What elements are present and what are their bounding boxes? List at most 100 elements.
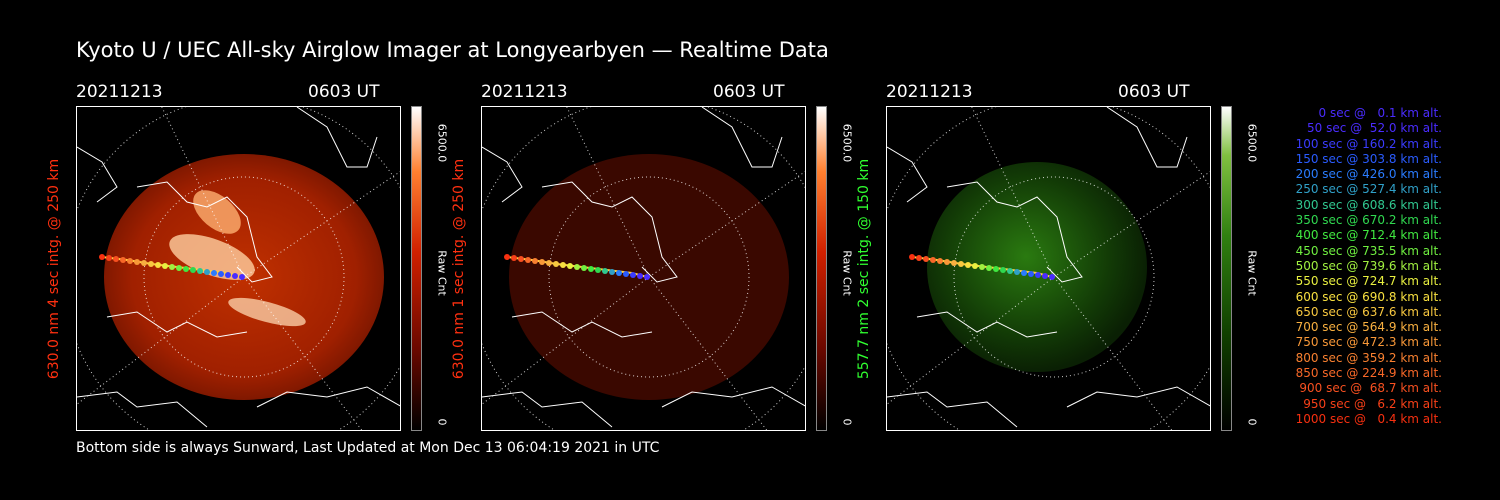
trajectory-marker [211, 270, 217, 276]
legend-row: 250 sec @ 527.4 km alt. [1295, 182, 1442, 197]
colorbar-max: 6500.0 [840, 123, 854, 163]
trajectory-marker [546, 260, 552, 266]
trajectory-marker [609, 269, 615, 275]
trajectory-marker [99, 254, 105, 260]
colorbar [411, 106, 422, 431]
legend-row: 550 sec @ 724.7 km alt. [1295, 274, 1442, 289]
trajectory-marker [511, 255, 517, 261]
trajectory-marker [176, 265, 182, 271]
aurora-patch [228, 297, 306, 327]
trajectory-marker [623, 271, 629, 277]
trajectory-marker [560, 262, 566, 268]
legend-row: 500 sec @ 739.6 km alt. [1295, 258, 1442, 273]
legend-row: 450 sec @ 735.5 km alt. [1295, 243, 1442, 258]
image-panel-2: 20211213 0603 UT 630.0 nm 1 sec intg. @ … [451, 82, 881, 432]
trajectory-marker [183, 266, 189, 272]
trajectory-marker [581, 265, 587, 271]
trajectory-marker [574, 264, 580, 270]
trajectory-marker [944, 259, 950, 265]
trajectory-marker [1021, 270, 1027, 276]
trajectory-marker [169, 264, 175, 270]
image-panel-3: 20211213 0603 UT 557.7 nm 2 sec intg. @ … [856, 82, 1286, 432]
trajectory-marker [162, 263, 168, 269]
image-panel-1: 20211213 0603 UT 630.0 nm 4 sec intg. @ … [46, 82, 476, 432]
trajectory-marker [630, 272, 636, 278]
trajectory-marker [958, 261, 964, 267]
trajectory-marker [930, 257, 936, 263]
aurora-patch [169, 234, 255, 280]
trajectory-marker [602, 268, 608, 274]
legend-row: 750 sec @ 472.3 km alt. [1295, 335, 1442, 350]
sky-disk [927, 162, 1147, 372]
trajectory-marker [595, 267, 601, 273]
trajectory-marker [141, 260, 147, 266]
trajectory-marker [218, 271, 224, 277]
panel-date: 20211213 [886, 82, 973, 102]
trajectory-legend: 0 sec @ 0.1 km alt. 50 sec @ 52.0 km alt.… [1262, 106, 1442, 427]
trajectory-marker [155, 262, 161, 268]
allsky-image [76, 106, 401, 431]
trajectory-marker [232, 273, 238, 279]
colorbar [816, 106, 827, 431]
legend-row: 50 sec @ 52.0 km alt. [1307, 121, 1442, 136]
trajectory-marker [1035, 272, 1041, 278]
trajectory-marker [1000, 267, 1006, 273]
trajectory-marker [637, 273, 643, 279]
panel-ylabel: 630.0 nm 4 sec intg. @ 250 km [46, 158, 62, 379]
colorbar-unit: Raw Cnt [1245, 250, 1259, 296]
trajectory-marker [239, 274, 245, 280]
allsky-image [481, 106, 806, 431]
trajectory-marker [979, 264, 985, 270]
colorbar-min: 0 [435, 418, 449, 426]
trajectory-marker [986, 265, 992, 271]
trajectory-marker [567, 263, 573, 269]
legend-row: 200 sec @ 426.0 km alt. [1295, 167, 1442, 182]
allsky-map-svg [887, 107, 1210, 430]
trajectory-marker [532, 258, 538, 264]
legend-row: 600 sec @ 690.8 km alt. [1295, 289, 1442, 304]
trajectory-marker [909, 254, 915, 260]
trajectory-marker [113, 256, 119, 262]
trajectory-marker [1007, 268, 1013, 274]
page-title: Kyoto U / UEC All-sky Airglow Imager at … [76, 38, 829, 62]
legend-row: 300 sec @ 608.6 km alt. [1295, 197, 1442, 212]
trajectory-marker [1049, 274, 1055, 280]
trajectory-marker [134, 259, 140, 265]
trajectory-marker [616, 270, 622, 276]
trajectory-marker [1028, 271, 1034, 277]
trajectory-marker [120, 257, 126, 263]
aurora-patch [193, 190, 241, 234]
trajectory-marker [127, 258, 133, 264]
legend-row: 400 sec @ 712.4 km alt. [1295, 228, 1442, 243]
trajectory-marker [190, 267, 196, 273]
trajectory-marker [993, 266, 999, 272]
trajectory-marker [518, 256, 524, 262]
trajectory-marker [525, 257, 531, 263]
panel-ylabel: 630.0 nm 1 sec intg. @ 250 km [451, 158, 467, 379]
trajectory-marker [148, 261, 154, 267]
trajectory-marker [951, 260, 957, 266]
panel-time: 0603 UT [308, 82, 380, 102]
trajectory-marker [972, 263, 978, 269]
panel-ylabel-wrap: 630.0 nm 4 sec intg. @ 250 km [44, 106, 64, 431]
trajectory-marker [504, 254, 510, 260]
trajectory-marker [588, 266, 594, 272]
colorbar [1221, 106, 1232, 431]
legend-row: 1000 sec @ 0.4 km alt. [1295, 411, 1442, 426]
footer-note: Bottom side is always Sunward, Last Upda… [76, 440, 660, 456]
allsky-map-svg [77, 107, 400, 430]
trajectory-marker [937, 258, 943, 264]
trajectory-marker [225, 272, 231, 278]
trajectory-marker [916, 255, 922, 261]
panel-date: 20211213 [76, 82, 163, 102]
trajectory-marker [204, 269, 210, 275]
colorbar-max: 6500.0 [435, 123, 449, 163]
trajectory-marker [553, 261, 559, 267]
allsky-image [886, 106, 1211, 431]
trajectory-marker [923, 256, 929, 262]
colorbar-min: 0 [1245, 418, 1259, 426]
colorbar-max: 6500.0 [1245, 123, 1259, 163]
trajectory-marker [539, 259, 545, 265]
panel-ylabel: 557.7 nm 2 sec intg. @ 150 km [856, 158, 872, 379]
trajectory-marker [644, 274, 650, 280]
